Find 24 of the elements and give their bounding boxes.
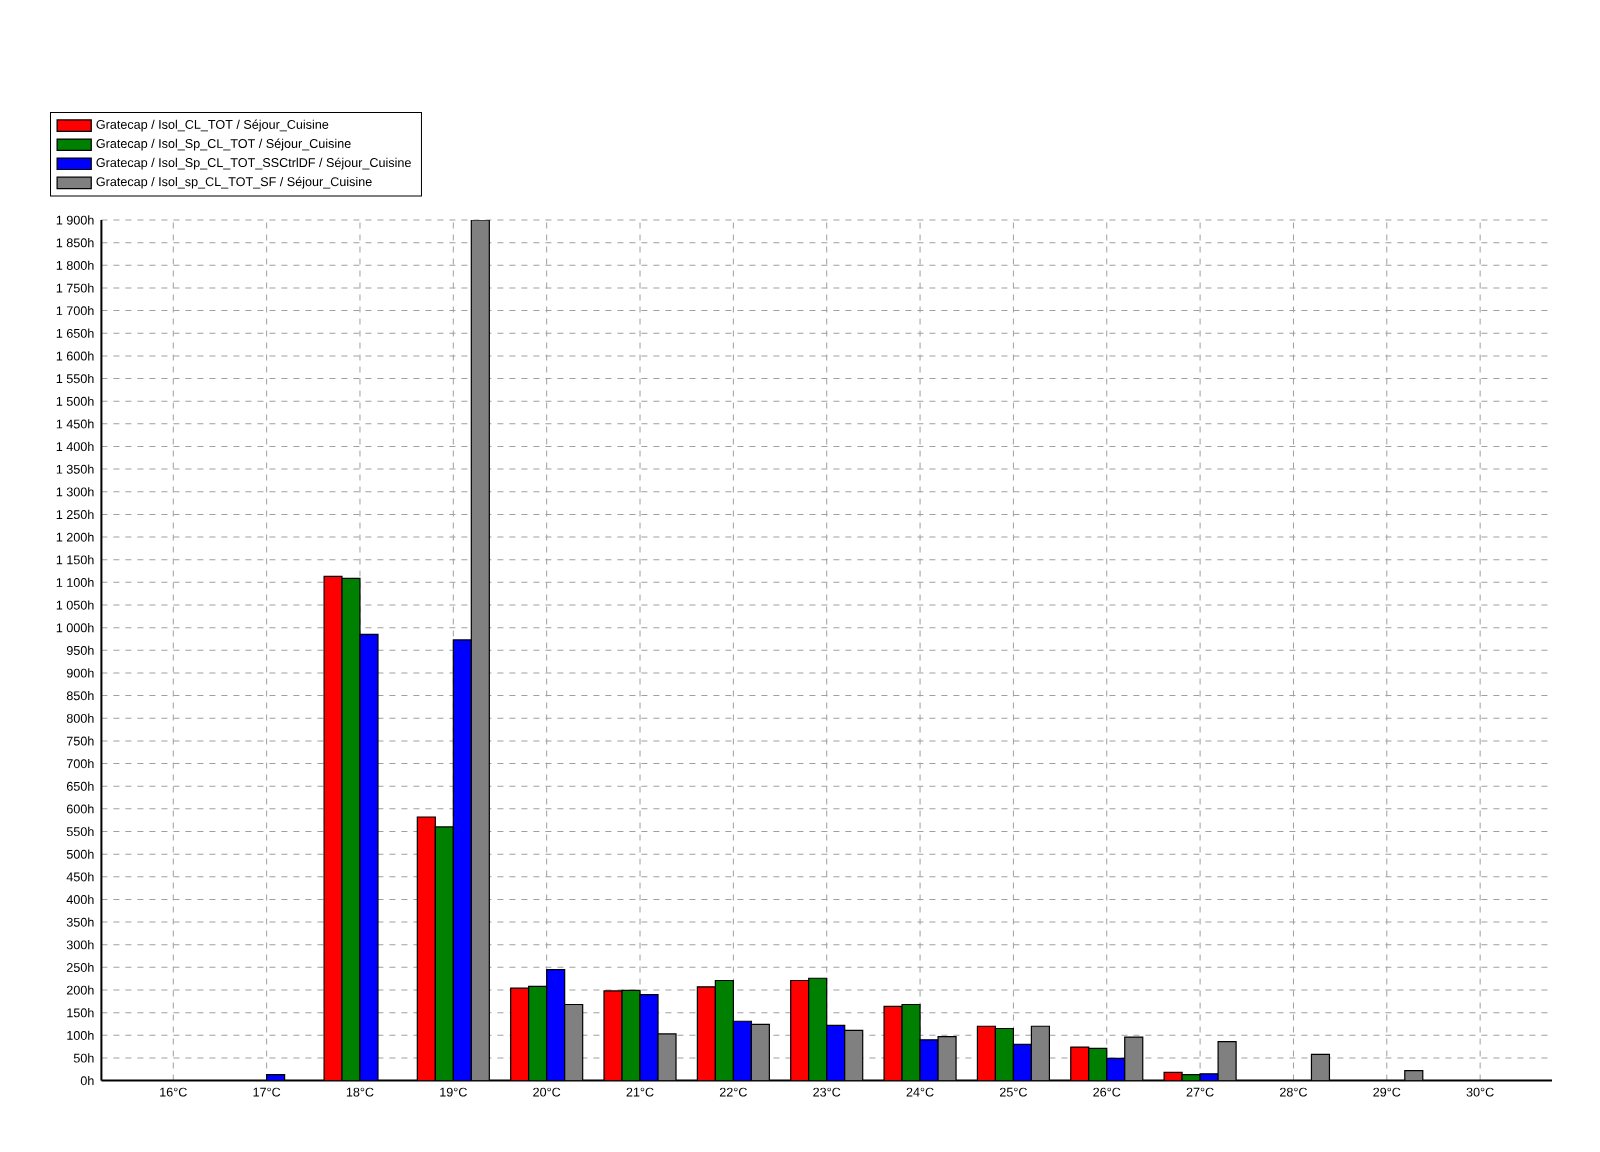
- bar: [546, 969, 566, 1081]
- bar: [1311, 1054, 1330, 1081]
- bar: [1012, 1043, 1032, 1081]
- bar: [732, 1020, 752, 1081]
- bar: [696, 986, 716, 1081]
- bar: [1070, 1046, 1090, 1081]
- bar: [470, 219, 490, 1081]
- bar: [528, 985, 548, 1081]
- bar: [416, 816, 436, 1081]
- bar: [826, 1024, 846, 1081]
- bar: [510, 987, 530, 1081]
- bar: [994, 1027, 1014, 1081]
- bar: [714, 979, 734, 1081]
- bar: [1088, 1047, 1108, 1081]
- bar: [844, 1029, 864, 1081]
- bar: [750, 1023, 770, 1081]
- bar: [1124, 1036, 1144, 1081]
- bar: [1030, 1025, 1051, 1081]
- bar: [564, 1003, 584, 1081]
- bar: [434, 826, 454, 1081]
- bar: [452, 639, 472, 1081]
- bar: [808, 977, 828, 1081]
- bar: [790, 979, 810, 1081]
- bar: [976, 1025, 997, 1081]
